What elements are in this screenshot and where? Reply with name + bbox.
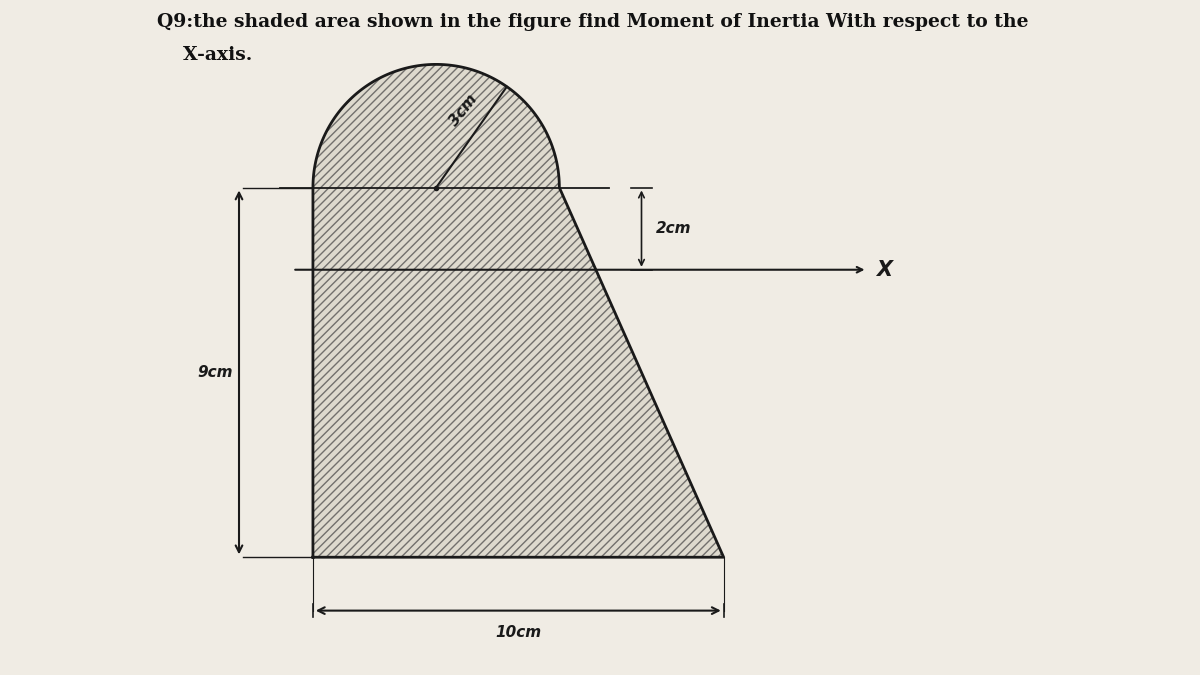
Text: 2cm: 2cm: [656, 221, 691, 236]
Text: X-axis.: X-axis.: [157, 47, 252, 64]
Text: 9cm: 9cm: [197, 365, 233, 380]
Text: 10cm: 10cm: [496, 625, 541, 640]
Text: X: X: [876, 260, 892, 279]
Polygon shape: [313, 64, 724, 558]
Text: Q9:the shaded area shown in the figure find Moment of Inertia With respect to th: Q9:the shaded area shown in the figure f…: [157, 13, 1028, 31]
Text: 3cm: 3cm: [446, 92, 480, 129]
